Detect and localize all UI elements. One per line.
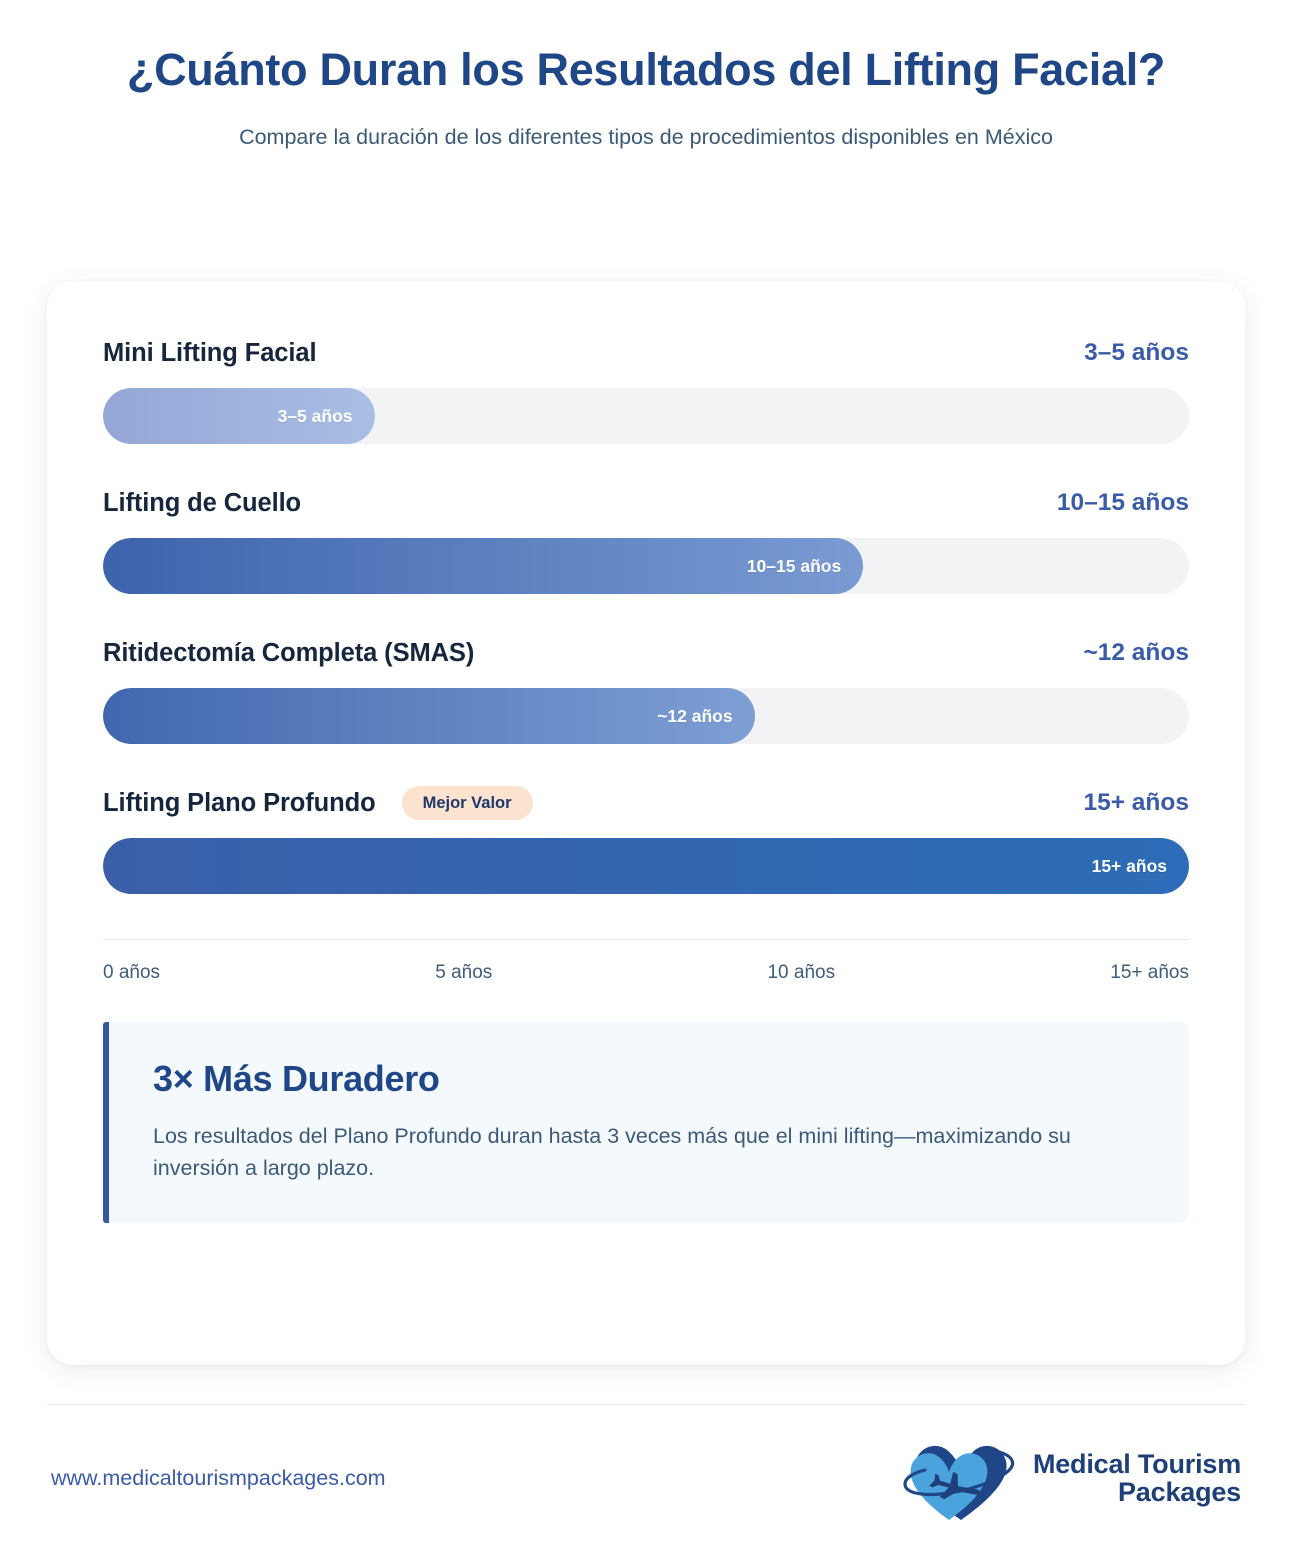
logo-line-2: Packages xyxy=(1118,1477,1241,1507)
bar-inline-label: 10–15 años xyxy=(746,555,842,576)
bar-row-header: Mini Lifting Facial 3–5 años xyxy=(103,335,1189,371)
footer-divider xyxy=(47,1404,1245,1405)
duration-value: 10–15 años xyxy=(1056,489,1189,516)
bar-row-header: Lifting Plano Profundo Mejor Valor 15+ a… xyxy=(103,785,1189,821)
bar-inline-label: ~12 años xyxy=(657,705,733,726)
axis-tick-0: 0 años xyxy=(103,962,161,983)
page-title: ¿Cuánto Duran los Resultados del Lifting… xyxy=(126,44,1166,95)
bar-row-header-left: Lifting Plano Profundo Mejor Valor xyxy=(103,785,533,821)
bar-row: Lifting de Cuello 10–15 años 10–15 años xyxy=(103,485,1189,594)
brand-logo: Medical Tourism Packages xyxy=(903,1432,1241,1524)
logo-wordmark: Medical Tourism Packages xyxy=(1032,1448,1241,1507)
bar-fill: 3–5 años xyxy=(103,388,375,444)
bar-fill: ~12 años xyxy=(103,688,755,744)
callout-title: 3× Más Duradero xyxy=(153,1058,440,1099)
bar-row-header: Lifting de Cuello 10–15 años xyxy=(103,485,1189,521)
logo-line-1: Medical Tourism xyxy=(1032,1448,1241,1479)
bar-track: 10–15 años xyxy=(103,538,1189,594)
axis-tick-10: 10 años xyxy=(767,962,836,983)
callout-text: Los resultados del Plano Profundo duran … xyxy=(153,1124,1071,1181)
bar-row: Ritidectomía Completa (SMAS) ~12 años ~1… xyxy=(103,635,1189,744)
bar-fill: 10–15 años xyxy=(103,538,864,594)
bar-row: Lifting Plano Profundo Mejor Valor 15+ a… xyxy=(103,785,1189,894)
website-link[interactable]: www.medicaltourismpackages.com xyxy=(51,1465,386,1490)
bar-track: ~12 años xyxy=(103,688,1189,744)
duration-value: 3–5 años xyxy=(1084,339,1189,366)
page-subtitle: Compare la duración de los diferentes ti… xyxy=(239,124,1053,149)
bar-chart: Mini Lifting Facial 3–5 años 3–5 años Li… xyxy=(103,331,1189,894)
footer: www.medicaltourismpackages.com Medical T… xyxy=(47,1404,1245,1552)
axis-tick-labels: 0 años 5 años 10 años 15+ años xyxy=(103,962,1189,984)
best-value-badge: Mejor Valor xyxy=(401,785,533,821)
highlight-callout: 3× Más Duradero Los resultados del Plano… xyxy=(103,1022,1189,1223)
bar-track: 3–5 años xyxy=(103,388,1189,444)
heart-airplane-logo-icon xyxy=(903,1445,1015,1520)
bar-row-header-left: Ritidectomía Completa (SMAS) xyxy=(103,639,474,668)
duration-value: ~12 años xyxy=(1083,639,1189,666)
bar-row: Mini Lifting Facial 3–5 años 3–5 años xyxy=(103,335,1189,444)
axis-container: 0 años 5 años 10 años 15+ años xyxy=(103,939,1189,984)
procedure-label: Lifting Plano Profundo xyxy=(103,788,376,817)
axis-tick-15: 15+ años xyxy=(1110,962,1189,983)
bar-row-header-left: Mini Lifting Facial xyxy=(103,338,317,368)
bar-inline-label: 3–5 años xyxy=(277,405,353,426)
bar-row-header: Ritidectomía Completa (SMAS) ~12 años xyxy=(103,635,1189,671)
header: ¿Cuánto Duran los Resultados del Lifting… xyxy=(0,0,1292,152)
bar-track: 15+ años xyxy=(103,838,1189,894)
axis-tick-5: 5 años xyxy=(435,962,493,983)
procedure-label: Lifting de Cuello xyxy=(103,488,302,517)
bar-fill: 15+ años xyxy=(103,838,1189,894)
bar-row-header-left: Lifting de Cuello xyxy=(103,489,301,518)
procedure-label: Ritidectomía Completa (SMAS) xyxy=(103,638,475,667)
comparison-card: Mini Lifting Facial 3–5 años 3–5 años Li… xyxy=(47,281,1245,1365)
procedure-label: Mini Lifting Facial xyxy=(103,338,317,367)
bar-inline-label: 15+ años xyxy=(1091,855,1167,876)
duration-value: 15+ años xyxy=(1083,789,1189,816)
